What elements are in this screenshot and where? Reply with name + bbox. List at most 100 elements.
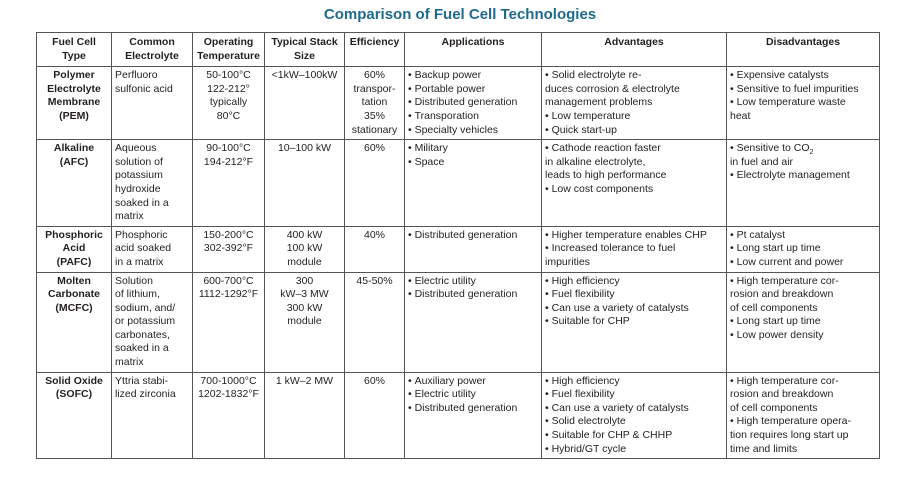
table-row: Phosphoric Acid (PAFC) Phosphoric acid soake… <box>36 225 880 273</box>
cell-text: 60% <box>363 374 385 387</box>
cell-text: 122-212° <box>207 82 250 95</box>
header-label: Temperature <box>197 49 260 62</box>
item-text: Suitable for CHP <box>551 315 630 328</box>
bullet-continuation: impurities <box>545 256 723 270</box>
column-header-stack-size: Typical Stack Size <box>264 31 345 68</box>
item-text: Military <box>414 142 448 155</box>
column-header-disadvantages: Disadvantages <box>726 31 880 68</box>
bullet-item: Low temperature <box>545 110 723 124</box>
bullet-item: Military <box>408 142 538 156</box>
temperature-cell: 150-200°C 302-392°F <box>192 225 265 273</box>
column-header-applications: Applications <box>404 31 542 68</box>
bullet-continuation: in alkaline electrolyte, <box>545 156 723 170</box>
type-cell: Polymer Electrolyte Membrane (PEM) <box>36 66 112 141</box>
advantages-cell: High efficiencyFuel flexibilityCan use a… <box>541 271 727 373</box>
cell-text: soaked in a <box>115 196 169 209</box>
bullet-item: Suitable for CHP & CHHP <box>545 429 723 443</box>
cell-text: stationary <box>351 123 398 136</box>
cell-text: 194-212°F <box>203 155 254 168</box>
header-label: Advantages <box>604 36 664 48</box>
stack-size-cell: 1 kW–2 MW <box>264 371 345 460</box>
bullet-continuation: management problems <box>545 96 723 110</box>
cell-text: Acid <box>62 242 86 255</box>
table-row: Solid Oxide (SOFC) Yttria stabi-lized zirc… <box>36 371 880 460</box>
bullet-item: Sensitive to CO2 <box>730 142 876 156</box>
cell-text: 150-200°C <box>203 228 254 241</box>
cell-text: carbonates, <box>115 328 170 341</box>
efficiency-cell: 40% <box>344 225 405 273</box>
bullet-item: Increased tolerance to fuel <box>545 242 723 256</box>
table-row: Alkaline (AFC) Aqueous solution of potassium… <box>36 139 880 227</box>
electrolyte-cell: Yttria stabi-lized zirconia <box>111 371 193 460</box>
cell-text: Polymer <box>53 69 95 82</box>
cell-text: 1202-1832°F <box>198 388 259 401</box>
bullet-item: Solid electrolyte <box>545 415 723 429</box>
bullet-item: Solid electrolyte re- <box>545 69 723 83</box>
bullet-item: Distributed generation <box>408 288 538 302</box>
bullet-item: High efficiency <box>545 375 723 389</box>
disadvantages-cell: High temperature cor-rosion and breakdow… <box>726 371 880 460</box>
cell-text: 60% <box>363 69 385 82</box>
item-text: Pt catalyst <box>736 228 786 241</box>
type-cell: Solid Oxide (SOFC) <box>36 371 112 460</box>
disadvantages-cell: High temperature cor-rosion and breakdow… <box>726 271 880 373</box>
cell-text: hydroxide <box>115 182 161 195</box>
item-text: Low temperature waste <box>736 96 846 109</box>
item-text: Suitable for CHP & CHHP <box>551 429 673 442</box>
cell-text: Yttria stabi- <box>115 374 169 387</box>
bullet-item: Distributed generation <box>408 402 538 416</box>
cell-text: 302-392°F <box>203 242 254 255</box>
bullet-item: Fuel flexibility <box>545 288 723 302</box>
bullet-item: Transporation <box>408 110 538 124</box>
item-text: Low current and power <box>736 255 844 268</box>
temperature-cell: 50-100°C 122-212° typically 80°C <box>192 66 265 141</box>
item-text: in fuel and air <box>730 155 794 168</box>
table-row: Polymer Electrolyte Membrane (PEM) Perfluoro… <box>36 66 880 141</box>
item-text: management problems <box>545 96 653 109</box>
bullet-continuation: of cell components <box>730 302 876 316</box>
bullet-item: Low current and power <box>730 256 876 270</box>
item-text: of cell components <box>730 401 818 414</box>
cell-text: 45-50% <box>356 274 393 287</box>
cell-text: sulfonic acid <box>115 82 173 95</box>
bullet-item: Can use a variety of catalysts <box>545 302 723 316</box>
cell-text: 90-100°C <box>206 142 251 155</box>
cell-text: 400 kW <box>286 228 323 241</box>
item-text: High efficiency <box>551 274 620 287</box>
bullet-item: Electrolyte management <box>730 169 876 183</box>
bullet-continuation: time and limits <box>730 443 876 457</box>
applications-cell: Electric utilityDistributed generation <box>404 271 542 373</box>
bullet-item: Backup power <box>408 69 538 83</box>
header-label: Disadvantages <box>765 36 841 48</box>
item-text: Low temperature <box>551 109 631 122</box>
item-text: Long start up time <box>736 242 821 255</box>
item-text: Fuel flexibility <box>551 388 615 401</box>
electrolyte-cell: Phosphoric acid soaked in a matrix <box>111 225 193 273</box>
disadvantages-cell: Expensive catalystsSensitive to fuel imp… <box>726 66 880 141</box>
item-text: Hybrid/GT cycle <box>551 442 627 455</box>
cell-text: Carbonate <box>48 288 100 301</box>
stack-size-cell: 10–100 kW <box>264 139 345 227</box>
item-text: leads to high performance <box>545 169 667 182</box>
bullet-item: Can use a variety of catalysts <box>545 402 723 416</box>
item-text: Solid electrolyte re- <box>551 69 642 82</box>
cell-text: Membrane <box>47 96 101 109</box>
cell-text: 35% <box>363 109 385 122</box>
cell-text: sodium, and/ <box>115 301 176 314</box>
item-text: Distributed generation <box>414 401 518 414</box>
cell-text: lized zirconia <box>115 388 176 401</box>
cell-text: Molten <box>57 274 91 287</box>
item-text: Sensitive to CO <box>736 142 810 155</box>
electrolyte-cell: Aqueous solution of potassium hydroxide soak… <box>111 139 193 227</box>
cell-text: 60% <box>363 142 385 155</box>
applications-cell: Backup powerPortable powerDistributed ge… <box>404 66 542 141</box>
item-text: Long start up time <box>736 315 821 328</box>
bullet-item: Expensive catalysts <box>730 69 876 83</box>
bullet-item: Long start up time <box>730 242 876 256</box>
cell-text: <1kW–100kW <box>271 69 338 82</box>
bullet-item: Distributed generation <box>408 96 538 110</box>
item-text: High temperature opera- <box>736 415 851 428</box>
bullet-continuation: in fuel and air <box>730 156 876 170</box>
bullet-item: Specialty vehicles <box>408 124 538 138</box>
bullet-item: Pt catalyst <box>730 229 876 243</box>
